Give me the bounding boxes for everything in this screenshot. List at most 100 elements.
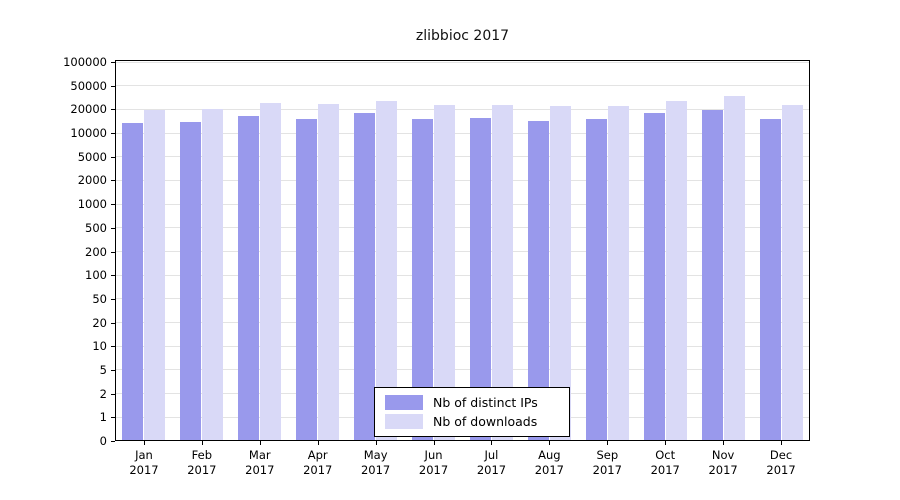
y-tick-label: 10 (92, 339, 107, 354)
gridline (115, 345, 810, 347)
gridline (115, 61, 810, 63)
x-tick-mark (549, 441, 551, 445)
legend-row: Nb of downloads (385, 414, 559, 429)
x-tick-mark (259, 441, 261, 445)
y-tick-mark (111, 346, 115, 348)
chart-title: zlibbioc 2017 (415, 28, 510, 44)
y-tick-mark (111, 322, 115, 324)
x-tick-label: Sep 2017 (592, 448, 622, 477)
y-tick-mark (111, 204, 115, 206)
gridline (115, 156, 810, 158)
bar-downloads-oct (665, 101, 687, 440)
x-tick-mark (317, 441, 319, 445)
bar-downloads-nov (723, 96, 745, 440)
x-tick-mark (491, 441, 493, 445)
x-tick-mark (607, 441, 609, 445)
x-tick-label: Oct 2017 (650, 448, 680, 477)
bar-downloads-jun (434, 104, 456, 440)
bar-distinct-ips-apr (296, 118, 318, 440)
y-tick-label: 10000 (70, 126, 107, 141)
gridline (115, 108, 810, 110)
y-tick-label: 2000 (77, 173, 107, 188)
x-tick-mark (665, 441, 667, 445)
x-tick-label: Aug 2017 (534, 448, 564, 477)
y-tick-mark (111, 251, 115, 253)
x-tick-mark (433, 441, 435, 445)
x-tick-label: Jul 2017 (476, 448, 507, 477)
bar-distinct-ips-jul (469, 118, 491, 440)
y-tick-label: 1 (99, 410, 107, 425)
y-tick-label: 5000 (77, 149, 107, 164)
y-tick-label: 200 (85, 244, 107, 259)
x-tick-label: Jan 2017 (129, 448, 159, 477)
y-tick-mark (111, 227, 115, 229)
x-tick-mark (781, 441, 783, 445)
y-tick-mark (111, 417, 115, 419)
y-tick-mark (111, 275, 115, 277)
x-tick-label: May 2017 (360, 448, 391, 477)
bar-distinct-ips-feb (180, 122, 202, 440)
gridline (115, 298, 810, 300)
bar-distinct-ips-nov (701, 109, 723, 440)
legend-label: Nb of distinct IPs (433, 395, 538, 410)
y-tick-label: 20000 (70, 102, 107, 117)
gridline (115, 251, 810, 252)
bar-distinct-ips-jan (122, 123, 144, 440)
y-tick-label: 20 (92, 315, 107, 330)
y-tick-label: 5 (99, 362, 107, 377)
y-tick-mark (111, 298, 115, 300)
legend-swatch (385, 395, 423, 410)
gridline (115, 227, 810, 229)
bar-downloads-dec (781, 104, 803, 440)
bar-downloads-may (376, 101, 398, 440)
x-tick-label: Apr 2017 (303, 448, 333, 477)
x-tick-label: Mar 2017 (245, 448, 275, 477)
bar-distinct-ips-oct (643, 113, 665, 440)
bar-distinct-ips-aug (527, 120, 549, 440)
y-tick-mark (111, 85, 115, 87)
bar-downloads-jul (491, 104, 513, 440)
gridline (115, 322, 810, 324)
x-tick-mark (201, 441, 203, 445)
y-tick-label: 50000 (70, 78, 107, 93)
x-tick-label: Jun 2017 (418, 448, 449, 477)
y-tick-label: 0 (99, 434, 107, 448)
x-tick-mark (723, 441, 725, 445)
bar-downloads-jan (144, 110, 166, 440)
gridline (115, 274, 810, 276)
bar-distinct-ips-may (354, 113, 376, 440)
legend-row: Nb of distinct IPs (385, 395, 559, 410)
y-tick-mark (111, 369, 115, 371)
y-tick-label: 50 (92, 291, 107, 306)
x-tick-label: Nov 2017 (708, 448, 738, 477)
legend-label: Nb of downloads (433, 414, 538, 429)
y-tick-mark (111, 180, 115, 182)
y-tick-label: 100000 (63, 55, 107, 69)
bar-distinct-ips-sep (585, 118, 607, 440)
bar-downloads-sep (607, 105, 629, 440)
gridline (115, 132, 810, 134)
bar-downloads-mar (260, 102, 282, 440)
y-tick-label: 500 (85, 220, 107, 235)
y-tick-label: 2 (99, 386, 107, 401)
y-tick-mark (111, 62, 115, 63)
bar-distinct-ips-jun (412, 118, 434, 440)
legend: Nb of distinct IPs Nb of downloads (374, 387, 570, 437)
y-tick-mark (111, 109, 115, 111)
y-tick-mark (111, 441, 115, 442)
gridline (115, 179, 810, 181)
bar-downloads-aug (549, 106, 571, 440)
x-tick-mark (375, 441, 377, 445)
gridline (115, 369, 810, 371)
legend-swatch (385, 414, 423, 429)
y-tick-label: 1000 (77, 197, 107, 212)
y-tick-mark (111, 133, 115, 135)
gridline (115, 85, 810, 87)
x-tick-label: Dec 2017 (766, 448, 796, 477)
bar-downloads-apr (318, 104, 340, 440)
bar-distinct-ips-dec (759, 118, 781, 440)
x-tick-mark (143, 441, 145, 445)
y-tick-mark (111, 156, 115, 158)
y-tick-label: 100 (85, 268, 107, 283)
